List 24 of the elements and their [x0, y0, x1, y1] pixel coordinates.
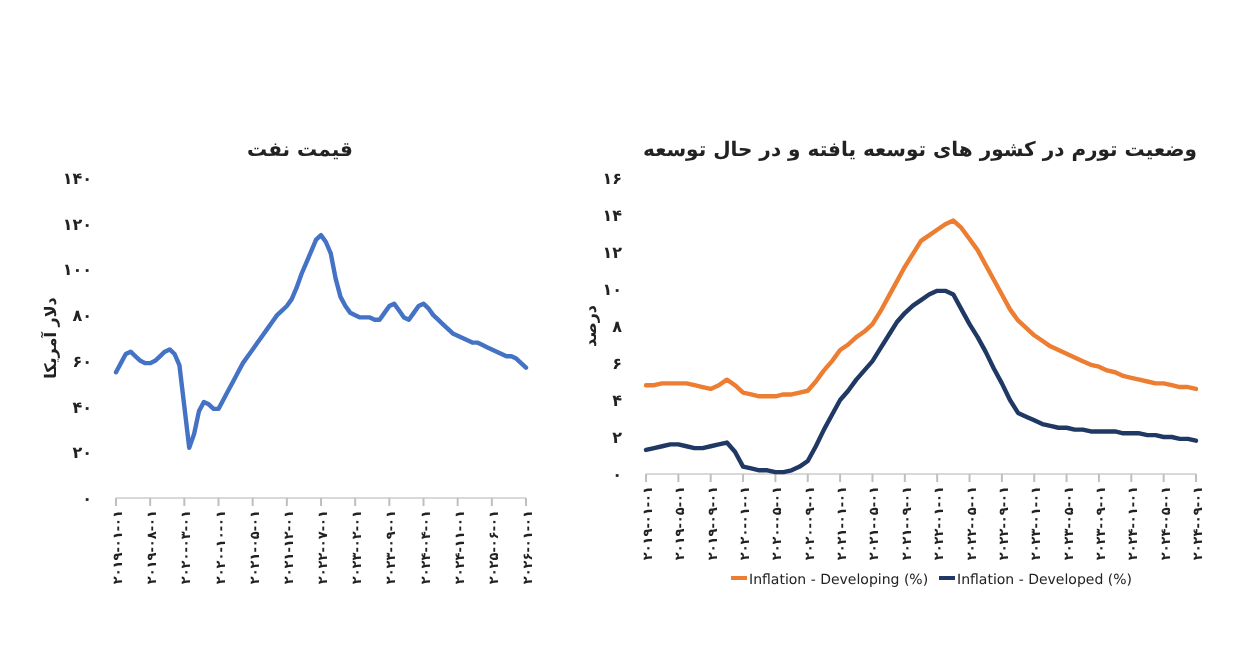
y-tick-label: ۱۰۰	[62, 261, 92, 280]
y-tick-label: ۶	[612, 355, 623, 373]
y-tick-label: ۶۰	[72, 352, 92, 371]
y-tick-label: ۸۰	[72, 307, 92, 326]
y-tick-label: ۱۰	[602, 281, 622, 299]
line-series	[113, 232, 529, 450]
y-tick-label: ۱۲	[602, 244, 623, 262]
y-tick-label: ۰	[82, 490, 92, 508]
y-tick-label: ۸	[612, 318, 623, 336]
y-tick-label: ۱۶	[602, 170, 623, 188]
y-tick-label: ۲	[612, 429, 623, 447]
y-axis-title: درصد	[582, 304, 600, 348]
y-tick-label: ۱۴	[602, 207, 623, 225]
y-tick-label: ۱۲۰	[62, 215, 92, 234]
chart-title: قیمت نفت	[247, 140, 353, 162]
line-series	[643, 288, 1199, 475]
y-tick-label: ۱۴۰	[62, 170, 92, 188]
y-tick-label: ۲۰	[72, 444, 92, 463]
y-tick-label: ۴۰	[72, 398, 92, 417]
line-series	[643, 218, 1199, 399]
y-tick-label: ۰	[612, 466, 622, 484]
y-axis-title: دلار آمریکا	[40, 297, 60, 379]
chart-title: وضعیت تورم در کشور های توسعه یافته و در حال توسعه	[643, 140, 1197, 162]
y-tick-label: ۴	[612, 392, 623, 410]
